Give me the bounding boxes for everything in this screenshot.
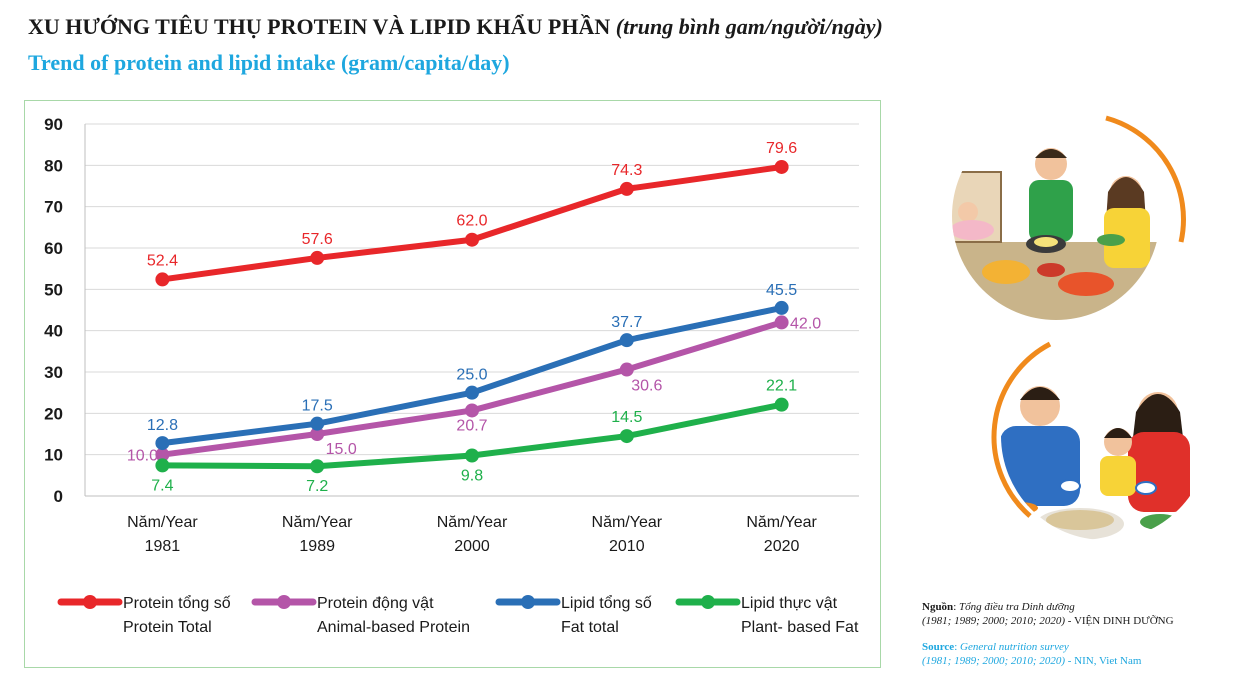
legend-label: Lipid thực vật [741,595,838,612]
data-point [774,159,789,174]
data-point [465,403,479,418]
data-label: 74.3 [611,162,642,179]
y-tick-label: 90 [44,115,63,134]
data-point [619,429,634,444]
data-point [155,436,170,451]
x-tick-label: Năm/Year [437,514,508,531]
legend-marker [521,595,535,609]
family-meal-illustration-bottom [991,332,1209,540]
line-chart: 0 10 20 30 40 50 60 70 80 90 Năm/Year 1981 Năm/Year 1… [44,115,859,636]
title-main: XU HƯỚNG TIÊU THỤ PROTEIN VÀ LIPID KHẨU … [28,14,611,39]
x-tick-label: 1989 [299,538,335,555]
legend-label-en: Plant- based Fat [741,619,859,636]
data-label: 42.0 [790,315,821,332]
y-tick-label: 30 [44,363,63,382]
source-vn-org: - VIỆN DINH DƯỠNG [1067,615,1174,627]
x-tick-label: Năm/Year [592,514,663,531]
source-en-text: General nutrition survey [960,641,1069,653]
data-point [465,448,479,463]
y-tick-label: 60 [44,239,63,258]
legend-marker [83,595,97,609]
title-unit: (trung bình gam/người/ngày) [615,14,883,39]
source-en-label: Source [922,641,955,653]
data-label: 62.0 [456,213,487,230]
data-label: 30.6 [631,378,662,395]
data-point [619,181,634,196]
source-en: Source: General nutrition survey (1981; … [922,641,1142,667]
data-point [774,315,789,330]
x-tick-label: Năm/Year [282,514,353,531]
data-label: 17.5 [302,398,333,415]
data-point [155,272,170,287]
source-en-org: - NIN, Viet Nam [1067,655,1142,667]
data-label: 9.8 [461,467,483,484]
data-point [465,385,479,400]
source-vn: Nguồn: Tổng điều tra Dinh dưỡng (1981; 1… [922,601,1174,627]
data-label: 14.5 [611,409,642,426]
x-tick-label: Năm/Year [746,514,817,531]
data-label: 7.4 [151,477,173,494]
data-label: 25.0 [456,367,487,384]
data-point [310,427,325,441]
legend-marker [277,595,291,609]
y-tick-label: 20 [44,404,63,423]
data-label: 22.1 [766,378,797,395]
source-note: Nguồn: Tổng điều tra Dinh dưỡng (1981; 1… [922,600,1238,668]
source-vn-years: (1981; 1989; 2000; 2010; 2020) [922,615,1065,627]
data-point [155,447,170,462]
data-point [310,250,325,265]
y-tick-label: 80 [44,156,63,175]
x-tick-label: 2000 [454,538,490,555]
data-label: 52.4 [147,252,178,269]
data-point [619,333,634,348]
data-label: 7.2 [306,478,328,495]
source-en-years: (1981; 1989; 2000; 2010; 2020) [922,655,1065,667]
source-vn-label: Nguồn [922,601,954,613]
data-point [774,397,789,412]
data-point [310,459,325,474]
y-tick-label: 50 [44,280,63,299]
x-tick-label: Năm/Year [127,514,198,531]
x-tick-label: 1981 [145,538,181,555]
data-point [619,362,634,377]
data-label: 57.6 [302,231,333,248]
y-tick-label: 70 [44,198,63,217]
data-label: 45.5 [766,282,797,299]
legend-label-en: Animal-based Protein [317,619,470,636]
legend-label: Protein động vật [317,595,434,612]
data-label: 15.0 [326,441,357,458]
y-tick-label: 40 [44,322,63,341]
data-label: 12.8 [147,417,178,434]
data-label: 10.0 [127,448,158,465]
data-label: 37.7 [611,314,642,331]
data-label: 20.7 [456,417,487,434]
x-tick-label: 2020 [764,538,800,555]
legend-label-en: Protein Total [123,619,212,636]
chart-title-en: Trend of protein and lipid intake (gram/… [28,50,510,75]
data-point [310,416,325,431]
x-tick-label: 2010 [609,538,645,555]
data-label: 79.6 [766,140,797,157]
chart-title-vn: XU HƯỚNG TIÊU THỤ PROTEIN VÀ LIPID KHẨU … [28,14,883,40]
data-point [465,232,479,247]
legend-label-en: Fat total [561,619,619,636]
legend-label: Lipid tổng số [561,594,652,612]
chart-frame: 0 10 20 30 40 50 60 70 80 90 Năm/Year 1981 Năm/Year 1… [24,100,881,668]
source-vn-text: Tổng điều tra Dinh dưỡng [959,601,1075,613]
data-point [155,458,170,473]
family-meal-illustration-top [952,112,1186,320]
data-point [774,300,789,315]
legend-marker [701,595,715,609]
y-tick-label: 10 [44,446,63,465]
legend-label: Protein tổng số [123,594,231,612]
y-tick-label: 0 [54,487,63,506]
